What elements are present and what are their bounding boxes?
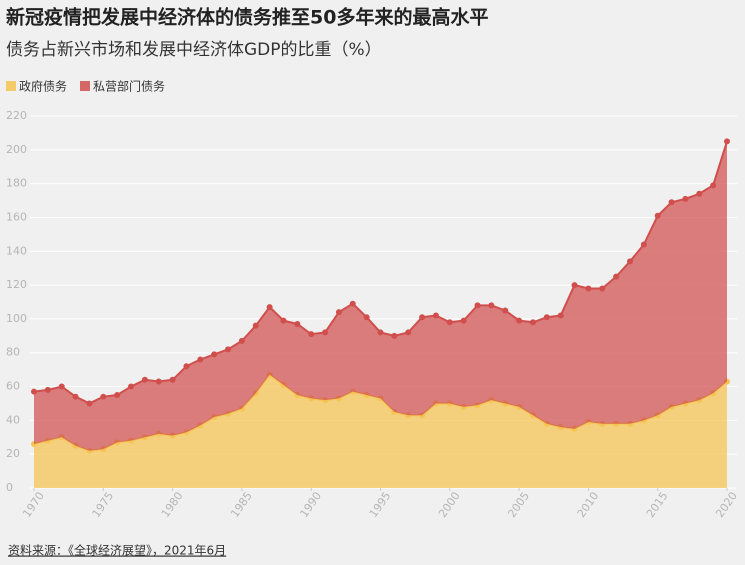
point [724,138,730,145]
legend-swatch [80,81,91,91]
point [640,241,647,248]
point [529,319,536,326]
chart-title: 新冠疫情把发展中经济体的债务推至50多年来的最高水平 [6,6,488,29]
point [349,300,356,307]
y-tick-label: 180 [6,177,27,190]
point [266,304,273,311]
point [571,282,578,289]
point [516,317,523,324]
point [44,386,51,393]
point [668,199,675,206]
point [58,383,65,390]
point [183,363,190,370]
point [155,378,162,385]
point [322,329,329,336]
point [391,332,398,339]
y-tick-label: 40 [6,413,20,426]
x-tick-label: 1995 [367,490,394,520]
point [460,317,467,324]
point [682,195,689,202]
point [308,331,315,338]
point [654,212,661,219]
x-tick-label: 1985 [228,490,255,520]
chart-subtitle: 债务占新兴市场和发展中经济体GDP的比重（%） [6,40,382,60]
point [710,182,717,189]
point [225,346,232,353]
point [432,312,439,319]
point [419,314,426,321]
source-note: 资料来源：《全球经济展望》，2021年6月 [8,543,226,558]
y-tick-label: 200 [6,143,27,156]
point [474,302,481,309]
point [100,393,107,400]
y-tick-label: 120 [6,278,27,291]
x-tick-label: 2000 [436,490,463,520]
point [446,319,453,326]
point [502,307,509,314]
area [34,141,727,451]
y-tick-label: 160 [6,210,27,223]
point [405,329,412,336]
y-tick-label: 80 [6,346,20,359]
point [599,285,606,292]
point [197,356,204,363]
x-tick-label: 2010 [575,490,602,520]
legend-label: 私营部门债务 [93,79,165,94]
point [128,383,135,390]
point [543,314,550,321]
y-tick-label: 220 [6,109,27,122]
point [488,302,495,309]
point [377,329,384,336]
point [585,285,592,292]
legend-swatch [6,81,16,91]
y-tick-label: 140 [6,244,27,257]
point [169,376,176,383]
point [211,351,218,358]
point [613,273,620,280]
x-tick-label: 2015 [644,490,671,520]
y-tick-label: 20 [6,447,20,460]
x-tick-label: 1990 [297,490,324,520]
point [86,400,93,407]
x-tick-label: 2005 [505,490,532,520]
legend-label: 政府债务 [19,79,67,94]
point [141,376,148,383]
point [294,320,301,327]
y-tick-label: 60 [6,380,20,393]
x-tick-label: 1975 [90,490,117,520]
point [238,337,245,344]
point [335,309,342,316]
area [34,374,727,488]
point [252,322,259,329]
x-tick-label: 2020 [713,490,740,520]
point [114,392,121,398]
y-tick-label: 0 [6,481,13,494]
x-tick-label: 1980 [159,490,186,520]
y-tick-label: 100 [6,312,27,325]
point [696,190,703,197]
point [557,312,564,319]
point [31,388,37,395]
point [280,317,287,324]
point [626,258,633,265]
point [363,314,370,321]
x-tick-label: 1970 [20,490,47,520]
point [72,393,79,400]
